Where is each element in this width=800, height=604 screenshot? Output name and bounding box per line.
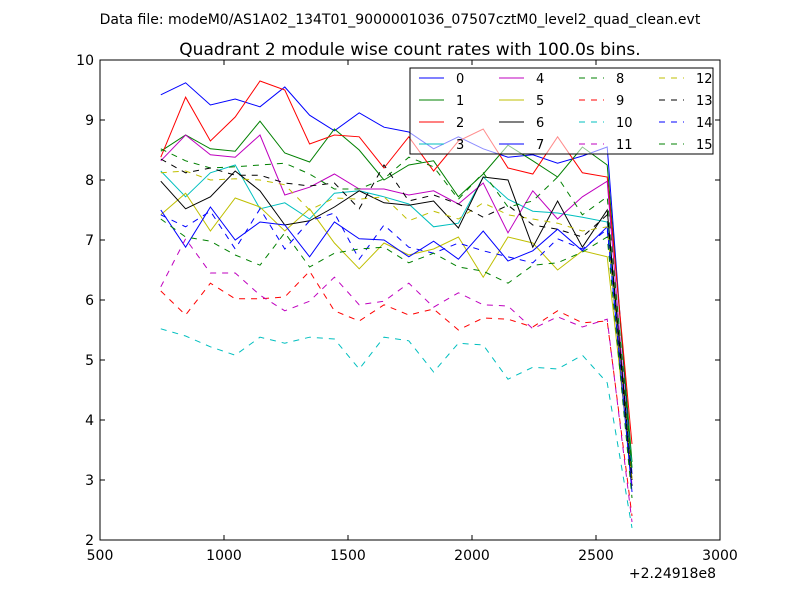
chart-suptitle: Data file: modeM0/AS1A02_134T01_90000010… xyxy=(100,12,701,28)
x-tick-label: 2000 xyxy=(454,548,490,564)
x-tick-label: 500 xyxy=(87,548,114,564)
series-line-7 xyxy=(160,206,633,493)
series-line-8 xyxy=(160,148,633,469)
legend-box xyxy=(409,67,714,155)
series-line-10 xyxy=(160,328,633,529)
x-tick-label: 1000 xyxy=(206,548,242,564)
series-line-0 xyxy=(160,82,633,475)
legend-label-14: 14 xyxy=(696,116,713,131)
legend-label-12: 12 xyxy=(696,72,713,87)
legend-label-13: 13 xyxy=(696,94,713,109)
y-tick-label: 9 xyxy=(85,113,94,129)
legend-label-6: 6 xyxy=(536,116,544,131)
legend-label-9: 9 xyxy=(616,94,624,109)
legend-label-0: 0 xyxy=(456,72,464,87)
y-tick-label: 4 xyxy=(85,413,94,429)
chart-title: Quadrant 2 module wise count rates with … xyxy=(179,40,640,60)
y-tick-label: 6 xyxy=(85,293,94,309)
x-offset-label: +2.24918e8 xyxy=(629,566,716,582)
legend-label-8: 8 xyxy=(616,72,624,87)
series-line-1 xyxy=(160,120,633,463)
legend-label-11: 11 xyxy=(616,138,633,153)
series-line-13 xyxy=(160,158,633,487)
legend-label-3: 3 xyxy=(456,138,464,153)
x-tick-label: 3000 xyxy=(702,548,738,564)
series-line-6 xyxy=(160,170,633,481)
legend-label-15: 15 xyxy=(696,138,713,153)
y-tick-label: 2 xyxy=(85,533,94,549)
series-lines xyxy=(160,80,633,529)
x-tick-label: 2500 xyxy=(578,548,614,564)
series-line-3 xyxy=(160,164,633,469)
legend-label-7: 7 xyxy=(536,138,544,153)
y-tick-label: 3 xyxy=(85,473,94,489)
series-line-9 xyxy=(160,270,633,517)
series-line-11 xyxy=(160,237,633,523)
y-tick-label: 7 xyxy=(85,233,94,249)
legend-label-10: 10 xyxy=(616,116,633,131)
y-tick-label: 5 xyxy=(85,353,94,369)
legend-label-5: 5 xyxy=(536,94,544,109)
y-tick-label: 8 xyxy=(85,173,94,189)
legend-label-2: 2 xyxy=(456,116,464,131)
legend-label-1: 1 xyxy=(456,94,464,109)
plot-frame xyxy=(99,59,721,541)
series-line-4 xyxy=(160,134,633,487)
x-tick-label: 1500 xyxy=(330,548,366,564)
series-line-15 xyxy=(160,218,633,499)
legend-label-4: 4 xyxy=(536,72,544,87)
series-line-12 xyxy=(160,170,633,481)
series-line-14 xyxy=(160,207,633,493)
y-tick-label: 10 xyxy=(76,53,94,69)
